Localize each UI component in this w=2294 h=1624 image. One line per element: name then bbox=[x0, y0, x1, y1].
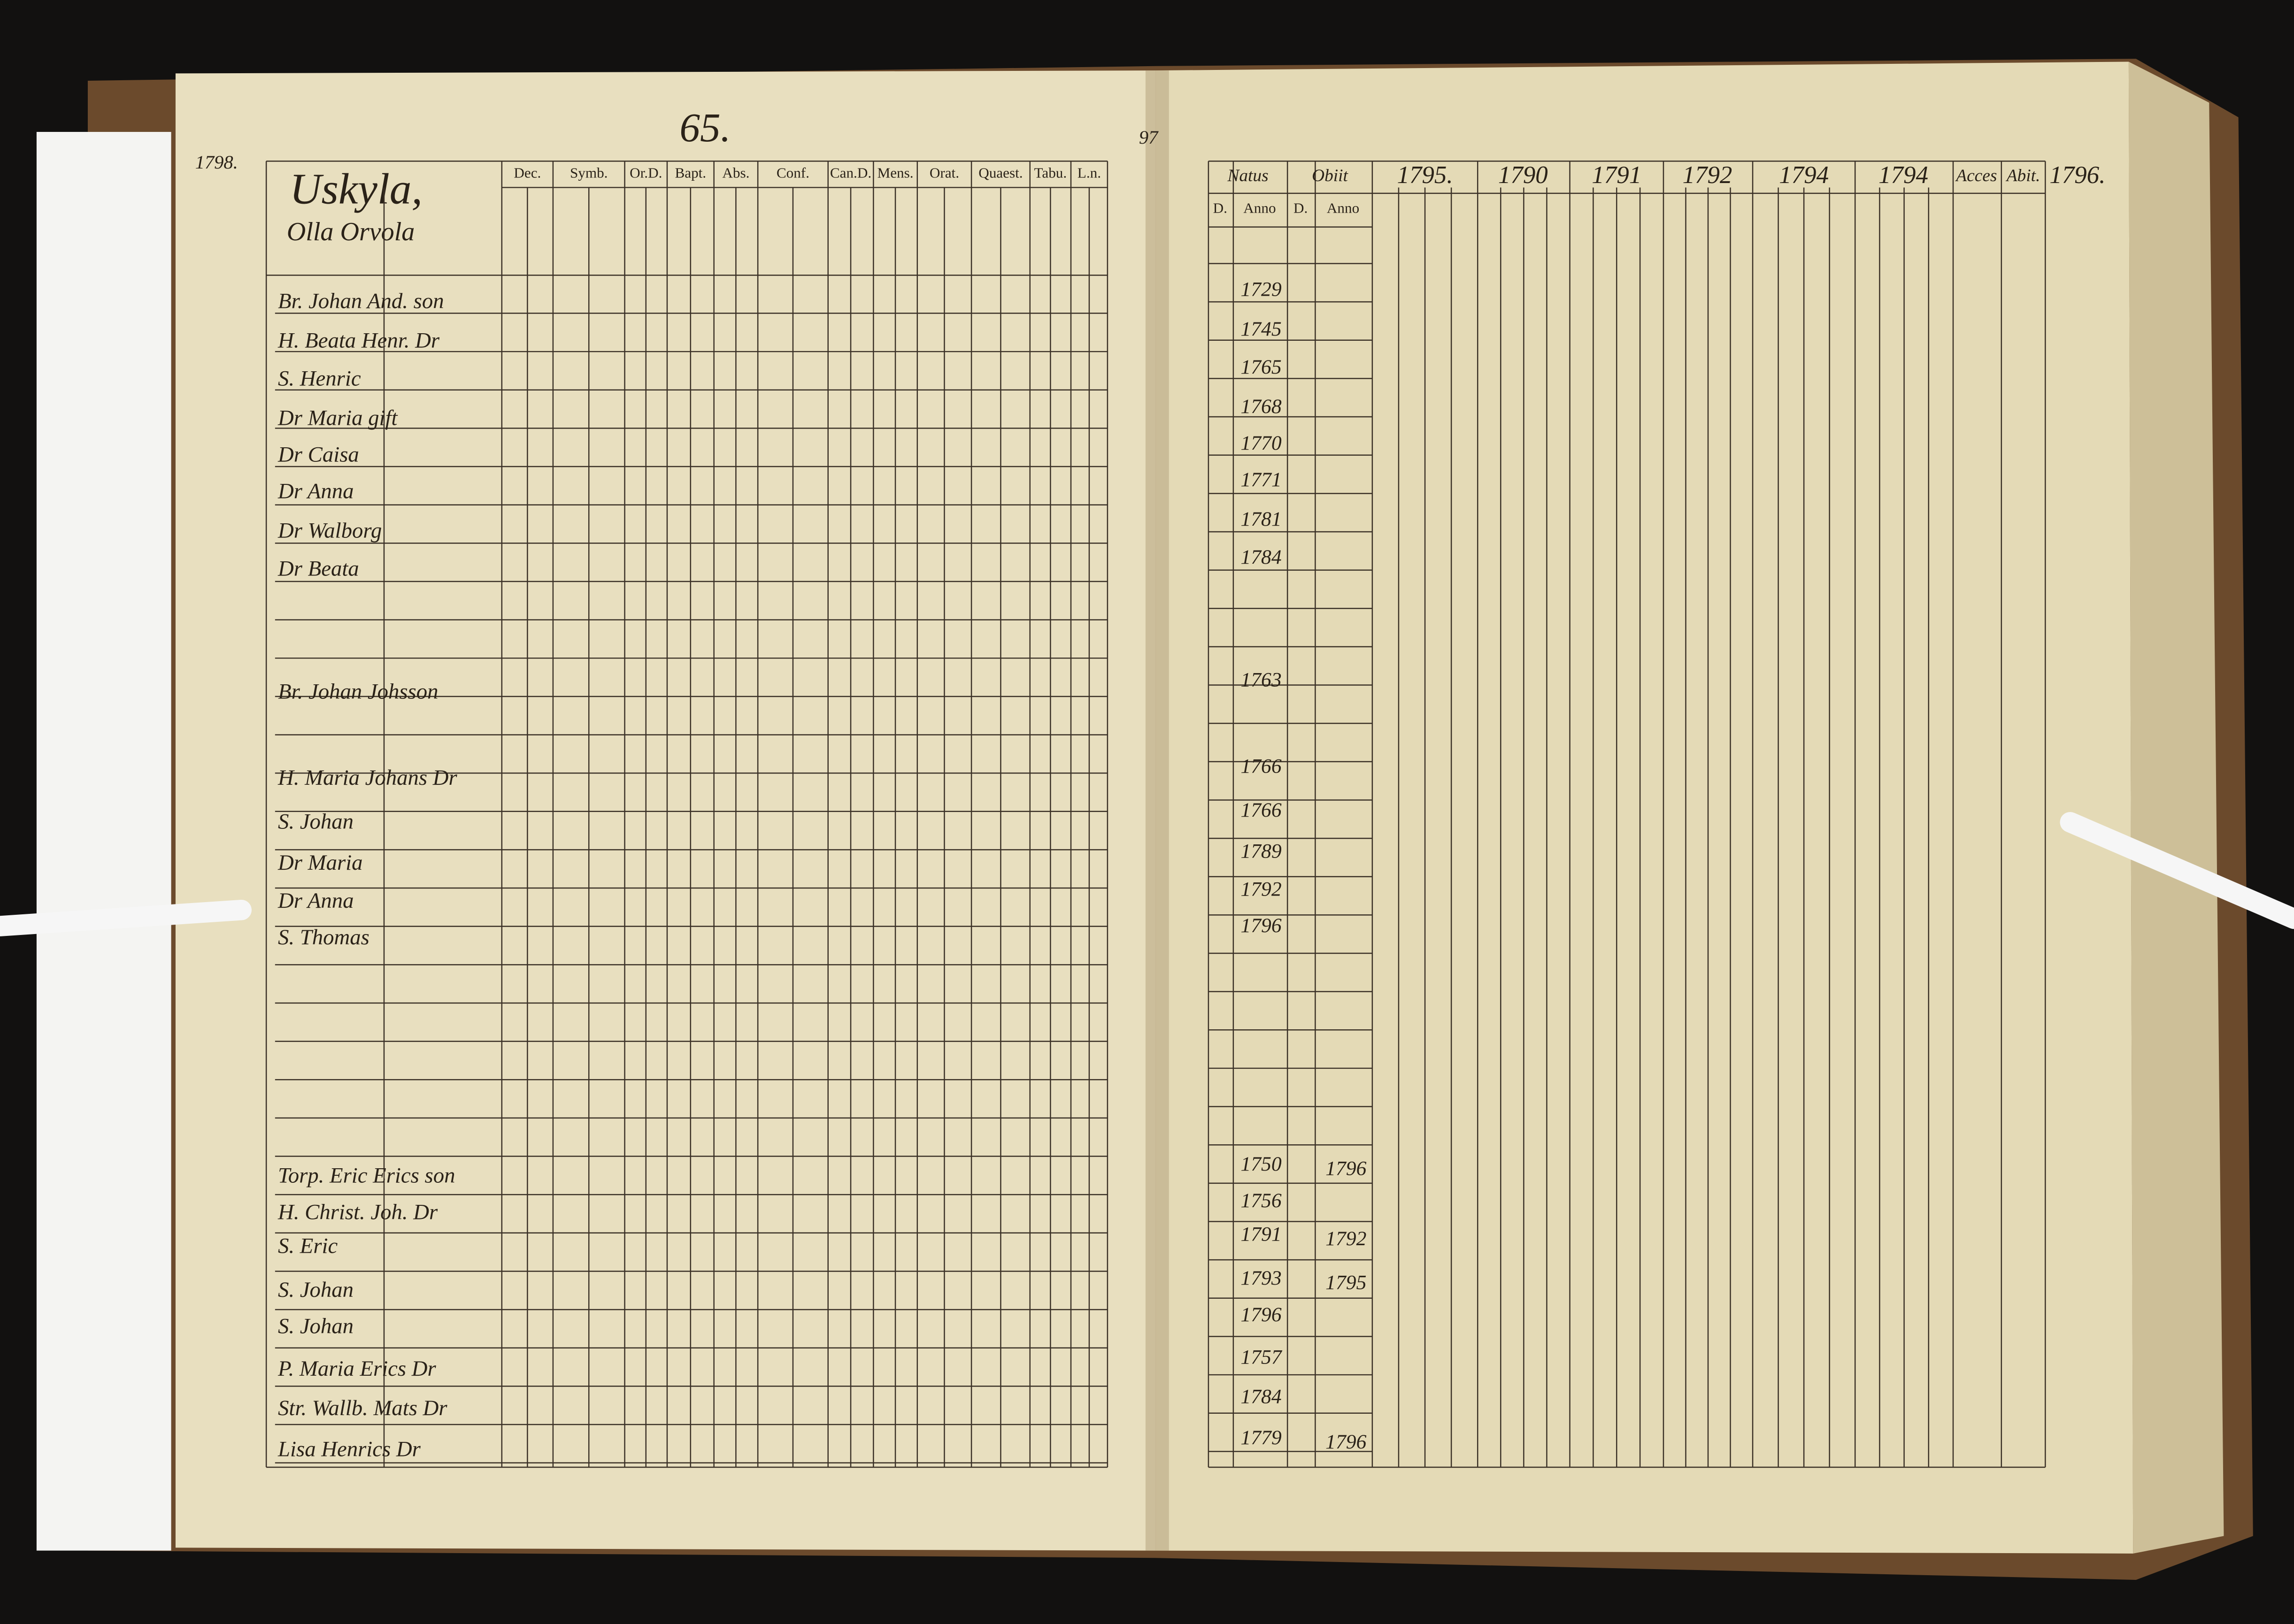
birth-year: 1768 bbox=[1240, 395, 1281, 418]
sub-header: D. bbox=[1213, 199, 1227, 216]
person-name: H. Christ. Joh. Dr bbox=[277, 1200, 438, 1225]
person-name: Dr Maria bbox=[277, 850, 362, 875]
column-header: Obiit bbox=[1312, 166, 1348, 185]
person-name: Dr Maria gift bbox=[277, 406, 398, 430]
birth-year: 1763 bbox=[1240, 669, 1281, 691]
column-header: Abs. bbox=[722, 165, 749, 181]
person-name: Dr Anna bbox=[277, 889, 354, 913]
column-header: Or.D. bbox=[630, 165, 662, 181]
person-name: Lisa Henrics Dr bbox=[277, 1437, 421, 1461]
right-page bbox=[1155, 61, 2133, 1554]
birth-year: 1784 bbox=[1240, 546, 1281, 568]
column-header: 1794 bbox=[1878, 161, 1928, 189]
death-year: 1792 bbox=[1325, 1227, 1366, 1250]
birth-year: 1765 bbox=[1240, 356, 1281, 378]
person-name: Dr Anna bbox=[277, 479, 354, 503]
column-header: Acces bbox=[1955, 166, 1997, 185]
person-name: S. Henric bbox=[278, 366, 361, 391]
paper-strip bbox=[36, 132, 171, 1551]
sub-header: Anno bbox=[1243, 199, 1276, 216]
person-name: S. Eric bbox=[278, 1233, 338, 1258]
person-name: Dr Beata bbox=[277, 557, 359, 581]
page-number: 65. bbox=[679, 105, 731, 150]
column-header: 1796. bbox=[2049, 161, 2105, 189]
person-name: P. Maria Erics Dr bbox=[277, 1356, 436, 1381]
column-header: Natus bbox=[1227, 166, 1268, 185]
straw bbox=[0, 899, 252, 936]
column-header: Tabu. bbox=[1034, 165, 1067, 181]
birth-year: 1757 bbox=[1240, 1346, 1282, 1368]
person-name: Br. Johan And. son bbox=[278, 289, 444, 313]
column-header: L.n. bbox=[1078, 165, 1101, 181]
birth-year: 1756 bbox=[1240, 1189, 1281, 1212]
person-name: Str. Wallb. Mats Dr bbox=[278, 1396, 447, 1420]
page-number: 97 bbox=[1139, 127, 1159, 148]
sub-header: Anno bbox=[1327, 199, 1359, 216]
person-name: H. Maria Johans Dr bbox=[277, 766, 457, 790]
person-name: S. Johan bbox=[278, 1278, 354, 1302]
birth-year: 1792 bbox=[1240, 878, 1281, 900]
person-name: Torp. Eric Erics son bbox=[278, 1164, 455, 1188]
sub-header: D. bbox=[1293, 199, 1308, 216]
birth-year: 1729 bbox=[1240, 278, 1281, 301]
gutter bbox=[1145, 70, 1169, 1551]
column-header: Symb. bbox=[570, 165, 608, 181]
column-header: Mens. bbox=[878, 165, 914, 181]
birth-year: 1796 bbox=[1240, 914, 1281, 937]
year-note: 1798. bbox=[195, 152, 238, 173]
birth-year: 1791 bbox=[1240, 1223, 1281, 1246]
person-name: Dr Caisa bbox=[277, 443, 359, 467]
farm: Olla Orvola bbox=[287, 217, 415, 246]
birth-year: 1750 bbox=[1240, 1153, 1281, 1175]
person-name: Dr Walborg bbox=[277, 519, 382, 543]
death-year: 1796 bbox=[1325, 1431, 1366, 1453]
person-name: S. Johan bbox=[278, 810, 354, 834]
person-name: S. Johan bbox=[278, 1314, 354, 1339]
birth-year: 1745 bbox=[1240, 318, 1281, 340]
birth-year: 1766 bbox=[1240, 755, 1281, 778]
birth-year: 1789 bbox=[1240, 840, 1281, 862]
column-header: 1791 bbox=[1592, 161, 1641, 189]
birth-year: 1766 bbox=[1240, 799, 1281, 821]
column-header: Bapt. bbox=[675, 165, 706, 181]
straw bbox=[2060, 812, 2294, 929]
birth-year: 1779 bbox=[1240, 1426, 1281, 1449]
person-name: H. Beata Henr. Dr bbox=[277, 328, 440, 352]
column-header: Abit. bbox=[2005, 166, 2040, 185]
birth-year: 1770 bbox=[1240, 432, 1281, 454]
page-edges bbox=[2128, 61, 2224, 1554]
grid bbox=[265, 161, 2046, 1468]
column-header: 1794 bbox=[1779, 161, 1829, 189]
column-header: Can.D. bbox=[830, 165, 871, 181]
birth-year: 1796 bbox=[1240, 1303, 1281, 1326]
birth-year: 1793 bbox=[1240, 1267, 1281, 1289]
column-header: Quaest. bbox=[978, 165, 1023, 181]
left-page bbox=[175, 70, 1156, 1551]
village: Uskyla, bbox=[290, 165, 423, 213]
column-header: 1792 bbox=[1682, 161, 1732, 189]
birth-year: 1781 bbox=[1240, 508, 1281, 530]
column-header: Conf. bbox=[777, 165, 809, 181]
column-header: 1795. bbox=[1397, 161, 1453, 189]
column-header: Orat. bbox=[930, 165, 959, 181]
death-year: 1795 bbox=[1325, 1272, 1366, 1294]
column-header: 1790 bbox=[1498, 161, 1548, 189]
person-name: Br. Johan Johsson bbox=[278, 679, 438, 704]
person-name: S. Thomas bbox=[278, 925, 370, 950]
death-year: 1796 bbox=[1325, 1157, 1366, 1180]
birth-year: 1784 bbox=[1240, 1386, 1281, 1408]
birth-year: 1771 bbox=[1240, 468, 1281, 491]
column-header: Dec. bbox=[514, 165, 541, 181]
